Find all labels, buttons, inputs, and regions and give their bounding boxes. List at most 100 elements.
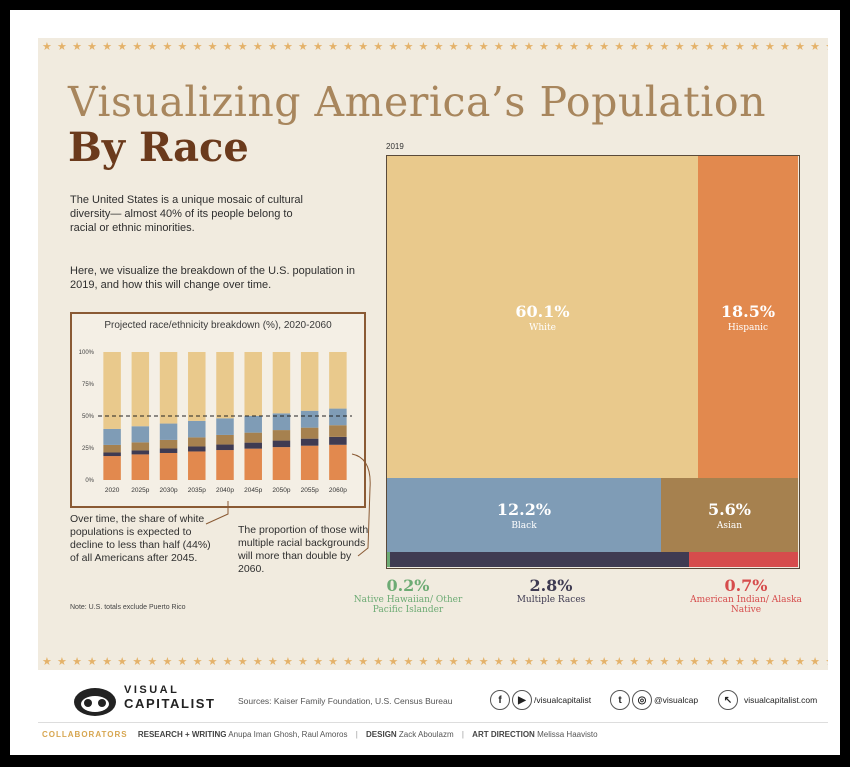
bar-segment-2050p-2 [272, 430, 291, 441]
x-tick-label: 2030p [160, 487, 178, 494]
sources: Sources: Kaiser Family Foundation, U.S. … [238, 696, 453, 706]
credits-header: COLLABORATORS [42, 730, 128, 739]
bar-segment-2045p-4 [244, 352, 262, 416]
treemap-cell-black: 12.2% Black [387, 478, 661, 552]
bar-segment-2040p-1 [216, 444, 234, 451]
bar-segment-2050p-4 [272, 352, 291, 414]
asian-pct: 5.6% [707, 499, 752, 519]
bar-segment-2045p-1 [244, 442, 262, 449]
twitter-icon[interactable]: t [610, 690, 630, 710]
star-border-top: ★★★★★★★★★★★★★★★★★★★★★★★★★★★★★★★★★★★★★★★★… [42, 41, 828, 53]
infographic: ★★★★★★★★★★★★★★★★★★★★★★★★★★★★★★★★★★★★★★★★… [38, 38, 828, 670]
footer-divider [38, 722, 828, 723]
x-tick-label: 2020 [105, 487, 120, 494]
bar-segment-2060p-0 [329, 444, 347, 480]
bar-segment-2060p-1 [329, 436, 347, 445]
treemap-cell-hispanic: 18.5% Hispanic [698, 156, 798, 478]
x-tick-label: 2025p [131, 487, 149, 494]
website-link[interactable]: visualcapitalist.com [744, 695, 818, 705]
bar-segment-2055p-0 [300, 445, 319, 480]
black-pct: 12.2% [496, 499, 552, 519]
y-tick-label: 50% [82, 414, 95, 420]
social-handle-1[interactable]: /visualcapitalist [534, 695, 592, 705]
frame: ★★★★★★★★★★★★★★★★★★★★★★★★★★★★★★★★★★★★★★★★… [10, 10, 840, 755]
treemap-year: 2019 [386, 142, 404, 151]
native-hawaiian-pct: 0.2% [386, 576, 430, 595]
bar-segment-2055p-3 [300, 410, 319, 428]
footer: VISUAL CAPITALIST Sources: Kaiser Family… [38, 670, 828, 762]
bar-segment-2050p-3 [272, 413, 291, 431]
y-tick-label: 25% [82, 446, 95, 452]
bar-segment-2040p-2 [216, 434, 234, 445]
bar-segment-2025p-3 [131, 426, 150, 443]
design-name: Zack Aboulazm [398, 730, 454, 739]
american-indian-label: American Indian/ Alaska Native [690, 595, 802, 615]
research-names: Anupa Iman Ghosh, Raul Amoros [228, 730, 348, 739]
title-line-1: Visualizing America’s Population [68, 78, 766, 126]
y-tick-label: 0% [85, 478, 94, 484]
callout-multiple-races: 2.8% Multiple Races [486, 576, 616, 605]
bar-segment-2045p-3 [244, 415, 262, 433]
bar-segment-2040p-0 [216, 450, 234, 480]
bar-segment-2035p-2 [188, 437, 206, 447]
bar-segment-2045p-2 [244, 432, 262, 443]
bar-segment-2050p-1 [272, 440, 291, 448]
bar-segment-2035p-1 [188, 446, 206, 452]
x-tick-label: 2055p [301, 487, 319, 494]
bar-segment-2060p-2 [329, 425, 347, 437]
bar-segment-2025p-4 [131, 352, 150, 427]
social-handle-2[interactable]: @visualcap [654, 695, 699, 705]
x-tick-label: 2035p [188, 487, 206, 494]
bar-segment-2030p-0 [159, 452, 178, 480]
brand-line-1: VISUAL [124, 684, 180, 696]
bar-segment-2040p-4 [216, 352, 234, 419]
bar-segment-2030p-1 [159, 448, 178, 453]
credits: COLLABORATORS RESEARCH + WRITING Anupa I… [42, 730, 598, 739]
bar-segment-2030p-3 [159, 423, 178, 440]
star-border-bottom: ★★★★★★★★★★★★★★★★★★★★★★★★★★★★★★★★★★★★★★★★… [42, 656, 828, 668]
bar-segment-2035p-0 [188, 451, 206, 480]
treemap-cell-white: 60.1% White [387, 156, 698, 478]
instagram-icon[interactable]: ◎ [632, 690, 652, 710]
projection-chart: Projected race/ethnicity breakdown (%), … [70, 312, 366, 508]
treemap: 60.1% White 18.5% Hispanic 12.2% Black 5… [386, 155, 800, 569]
y-tick-label: 100% [79, 350, 95, 356]
treemap-cell-asian: 5.6% Asian [661, 478, 798, 552]
bar-segment-2045p-0 [244, 448, 262, 480]
bar-segment-2020-1 [103, 452, 121, 457]
brand-wordmark: VISUAL CAPITALIST [124, 684, 216, 710]
bar-segment-2020-2 [103, 444, 121, 453]
multiple-races-label: Multiple Races [516, 595, 586, 605]
y-tick-label: 75% [82, 382, 95, 388]
hispanic-pct: 18.5% [720, 301, 776, 321]
facebook-icon[interactable]: f [490, 690, 510, 710]
asian-label: Asian [716, 520, 743, 531]
bar-segment-2025p-1 [131, 450, 150, 455]
projection-chart-title: Projected race/ethnicity breakdown (%), … [104, 320, 332, 331]
callout-native-hawaiian: 0.2% Native Hawaiian/ Other Pacific Isla… [344, 576, 472, 615]
bar-segment-2060p-4 [329, 352, 347, 409]
x-tick-label: 2045p [244, 487, 262, 494]
bar-segment-2055p-4 [300, 352, 319, 411]
bar-segment-2030p-2 [159, 439, 178, 449]
white-pct: 60.1% [515, 301, 570, 321]
x-tick-label: 2050p [272, 487, 290, 494]
youtube-icon[interactable]: ▶ [512, 690, 532, 710]
intro-paragraph-2: Here, we visualize the breakdown of the … [70, 265, 355, 291]
bar-segment-2025p-0 [131, 454, 150, 480]
intro-paragraph-1: The United States is a unique mosaic of … [70, 194, 303, 234]
footnote: Note: U.S. totals exclude Puerto Rico [70, 604, 186, 611]
native-hawaiian-label: Native Hawaiian/ Other Pacific Islander [353, 595, 463, 615]
art-direction-name: Melissa Haavisto [537, 730, 598, 739]
callout-american-indian: 0.7% American Indian/ Alaska Native [686, 576, 806, 615]
annotation-line-left [205, 501, 229, 525]
bar-segment-2035p-3 [188, 420, 206, 438]
visual-capitalist-logo-icon [74, 688, 116, 716]
cursor-icon[interactable]: ↖ [718, 690, 738, 710]
annotation-line-right [351, 453, 371, 557]
stacked-bar-svg: 0% 25% 50% 75% 100% 2020 2025p 2030p 2035p 2040p 2… [79, 350, 352, 494]
bar-segment-2055p-2 [300, 427, 319, 439]
hispanic-label: Hispanic [727, 322, 769, 333]
treemap-cell-american-indian [689, 552, 798, 567]
note-white-decline: Over time, the share of white population… [70, 513, 211, 564]
